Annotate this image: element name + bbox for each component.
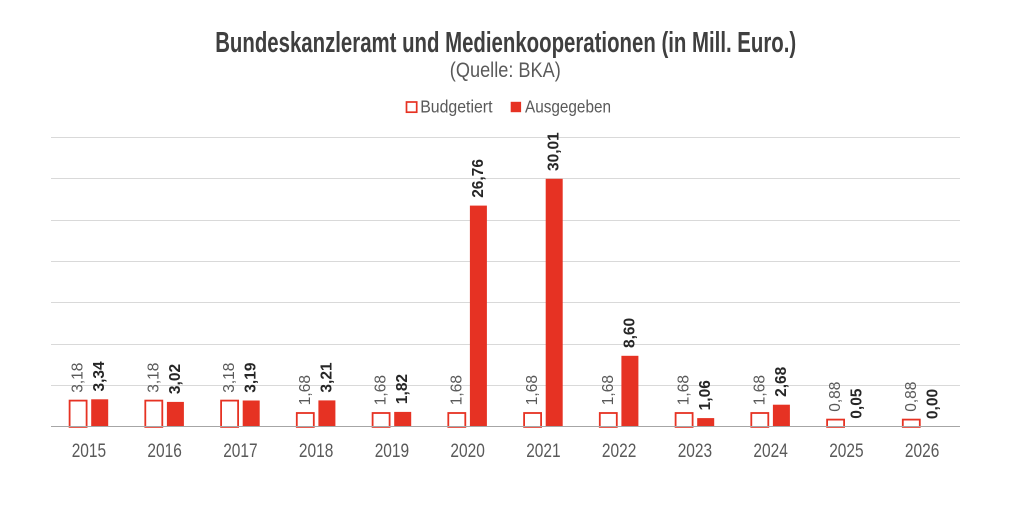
svg-text:2026: 2026 xyxy=(905,440,939,462)
svg-text:Bundeskanzleramt und Medienkoo: Bundeskanzleramt und Medienkooperationen… xyxy=(215,27,796,59)
svg-text:2023: 2023 xyxy=(678,440,712,462)
svg-text:8,60: 8,60 xyxy=(621,318,638,348)
svg-text:2017: 2017 xyxy=(223,440,257,462)
svg-text:2022: 2022 xyxy=(602,440,636,462)
svg-text:2,68: 2,68 xyxy=(773,366,790,397)
svg-text:3,21: 3,21 xyxy=(318,362,335,393)
svg-text:2021: 2021 xyxy=(526,440,560,462)
svg-text:0,05: 0,05 xyxy=(849,388,866,419)
svg-text:1,68: 1,68 xyxy=(373,375,390,405)
svg-text:2019: 2019 xyxy=(375,440,409,462)
svg-text:3,34: 3,34 xyxy=(91,361,108,392)
svg-text:30,01: 30,01 xyxy=(546,132,563,171)
svg-text:2018: 2018 xyxy=(299,440,333,462)
svg-text:2016: 2016 xyxy=(147,440,181,462)
svg-text:1,68: 1,68 xyxy=(676,375,693,405)
svg-text:1,68: 1,68 xyxy=(600,375,617,405)
svg-text:3,02: 3,02 xyxy=(167,364,184,394)
svg-text:(Quelle: BKA): (Quelle: BKA) xyxy=(450,58,561,82)
svg-text:0,88: 0,88 xyxy=(827,382,844,412)
svg-text:Budgetiert: Budgetiert xyxy=(420,96,492,116)
svg-text:1,68: 1,68 xyxy=(751,375,768,405)
svg-text:1,68: 1,68 xyxy=(448,375,465,405)
svg-text:3,18: 3,18 xyxy=(221,363,238,393)
svg-text:1,68: 1,68 xyxy=(524,375,541,405)
svg-text:3,18: 3,18 xyxy=(145,363,162,393)
svg-text:1,06: 1,06 xyxy=(697,380,714,411)
svg-text:3,19: 3,19 xyxy=(243,362,260,393)
svg-text:26,76: 26,76 xyxy=(470,159,487,198)
svg-text:3,18: 3,18 xyxy=(70,363,87,393)
svg-text:2025: 2025 xyxy=(829,440,863,462)
svg-text:1,82: 1,82 xyxy=(394,374,411,404)
svg-text:2015: 2015 xyxy=(72,440,106,462)
svg-text:1,68: 1,68 xyxy=(297,375,314,405)
svg-text:2020: 2020 xyxy=(450,440,484,462)
svg-text:Ausgegeben: Ausgegeben xyxy=(525,96,611,116)
svg-text:0,00: 0,00 xyxy=(924,389,941,419)
svg-text:0,88: 0,88 xyxy=(903,382,920,412)
svg-text:2024: 2024 xyxy=(753,440,787,462)
